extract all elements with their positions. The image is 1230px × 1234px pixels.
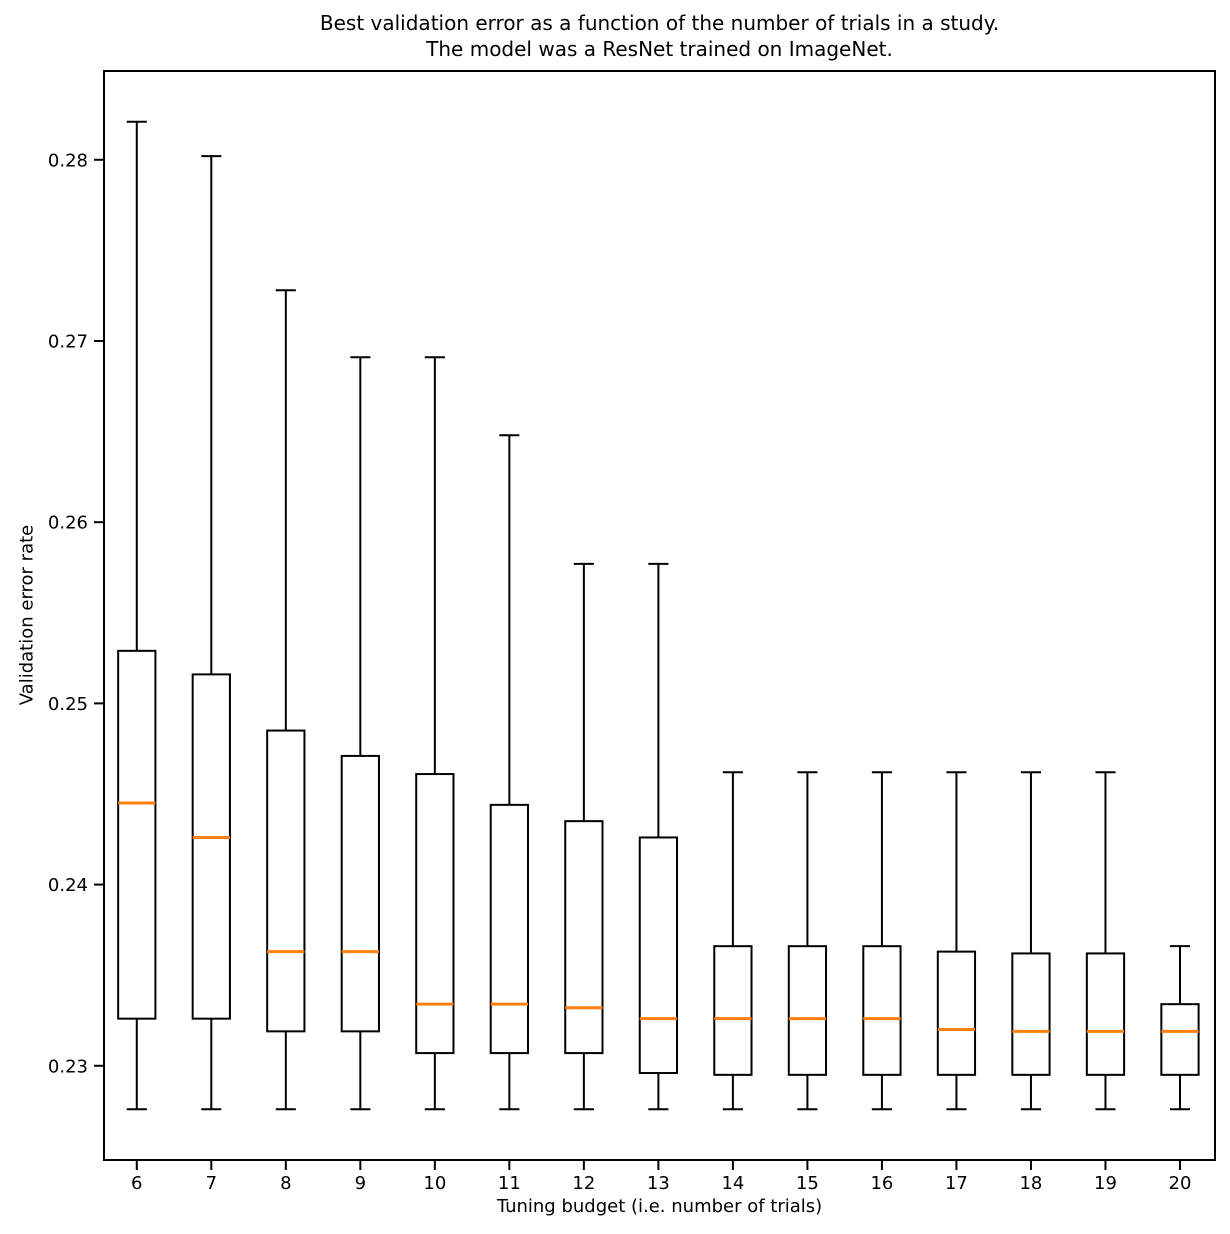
box-17 — [936, 950, 977, 1076]
plot-frame — [103, 70, 1216, 1161]
box-9 — [340, 754, 380, 1033]
box-19 — [1085, 952, 1126, 1076]
chart-title-line-2: The model was a ResNet trained on ImageN… — [426, 37, 893, 61]
x-tick-label: 15 — [796, 1173, 819, 1194]
box-10 — [415, 773, 455, 1055]
box-11 — [489, 803, 529, 1055]
x-tick-label: 16 — [870, 1173, 893, 1194]
x-tick-label: 9 — [355, 1173, 366, 1194]
box-15 — [787, 945, 828, 1076]
x-tick-label: 18 — [1019, 1173, 1042, 1194]
box-20 — [1160, 1003, 1200, 1076]
y-tick-label: 0.26 — [48, 513, 88, 534]
x-tick-label: 14 — [721, 1173, 744, 1194]
x-tick-label: 11 — [498, 1173, 521, 1194]
x-tick-label: 20 — [1169, 1173, 1192, 1194]
box-14 — [713, 945, 753, 1076]
box-12 — [564, 820, 604, 1055]
chart-title-line-1: Best validation error as a function of t… — [319, 11, 1000, 35]
x-tick-label: 8 — [280, 1173, 291, 1194]
y-tick-label: 0.25 — [48, 694, 88, 715]
x-tick-label: 10 — [423, 1173, 446, 1194]
x-axis-label: Tuning budget (i.e. number of trials) — [496, 1196, 823, 1217]
box-8 — [266, 729, 306, 1033]
box-7 — [191, 673, 231, 1020]
box-13 — [638, 836, 679, 1075]
y-tick-label: 0.24 — [48, 875, 88, 896]
x-tick-label: 13 — [647, 1173, 670, 1194]
x-tick-label: 6 — [131, 1173, 142, 1194]
box-6 — [117, 649, 157, 1020]
y-tick-label: 0.27 — [48, 331, 88, 352]
chart-title: Best validation error as a function of t… — [104, 10, 1215, 62]
y-axis-label: Validation error rate — [16, 524, 38, 706]
x-tick-label: 7 — [206, 1173, 217, 1194]
y-tick-label: 0.28 — [48, 150, 88, 171]
y-tick-label: 0.23 — [48, 1056, 88, 1077]
box-16 — [862, 945, 902, 1076]
x-tick-label: 19 — [1094, 1173, 1117, 1194]
x-tick-label: 12 — [572, 1173, 595, 1194]
box-18 — [1011, 952, 1051, 1076]
x-tick-label: 17 — [945, 1173, 968, 1194]
